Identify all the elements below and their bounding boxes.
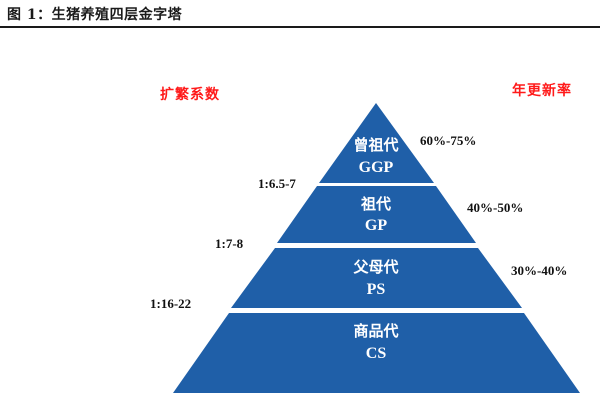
- title-divider: [0, 26, 600, 28]
- annual-renewal-rate-heading: 年更新率: [512, 83, 572, 99]
- expansion-ratio-gp-to-ps: 1:7-8: [215, 236, 244, 251]
- renewal-rate-ps: 30%-40%: [511, 263, 568, 278]
- expansion-ratio-ps-to-cs: 1:16-22: [150, 296, 192, 311]
- layer-ggp-name: 曾祖代: [353, 136, 398, 154]
- layer-ps-name: 父母代: [352, 258, 398, 276]
- renewal-rate-gp: 40%-50%: [467, 200, 524, 215]
- expansion-ratio-ggp-to-gp: 1:6.5-7: [258, 176, 296, 191]
- layer-ggp-code: GGP: [359, 159, 394, 176]
- layer-gp-code: GP: [365, 217, 387, 234]
- layer-cs-code: CS: [366, 345, 387, 362]
- layer-ps-code: PS: [367, 281, 386, 298]
- figure-title: 图 1：生猪养殖四层金字塔: [7, 7, 183, 23]
- pyramid-layer-ps: [231, 248, 522, 308]
- renewal-rate-ggp: 60%-75%: [420, 133, 477, 148]
- layer-gp-name: 祖代: [360, 195, 391, 213]
- pyramid-layer-ggp: [319, 103, 434, 183]
- pyramid-layer-gp: [277, 186, 476, 243]
- pyramid-layer-cs: [173, 313, 580, 393]
- expansion-coefficient-heading: 扩繁系数: [160, 87, 220, 103]
- layer-cs-name: 商品代: [353, 322, 398, 340]
